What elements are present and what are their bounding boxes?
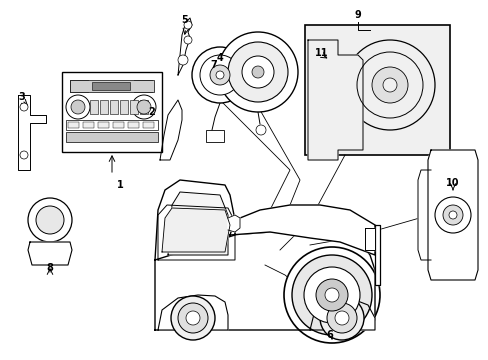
Polygon shape (168, 192, 227, 255)
Bar (68, 122, 79, 128)
Polygon shape (162, 208, 229, 252)
Polygon shape (28, 242, 72, 265)
Bar (98, 122, 109, 128)
Circle shape (291, 255, 371, 335)
Circle shape (36, 206, 64, 234)
Polygon shape (307, 40, 362, 160)
Text: 6: 6 (326, 330, 333, 340)
Bar (142, 122, 154, 128)
Circle shape (382, 78, 396, 92)
Bar (66, 120, 158, 130)
Circle shape (216, 71, 224, 79)
Polygon shape (158, 295, 227, 330)
Bar (305, 25, 449, 155)
Circle shape (66, 95, 90, 119)
Circle shape (345, 40, 434, 130)
Circle shape (227, 42, 287, 102)
Circle shape (218, 32, 297, 112)
Circle shape (242, 56, 273, 88)
Bar (70, 80, 88, 92)
Circle shape (183, 36, 192, 44)
Bar (110, 100, 118, 114)
Bar (140, 100, 148, 114)
Text: 5: 5 (181, 15, 188, 25)
Circle shape (200, 55, 240, 95)
Polygon shape (229, 205, 374, 255)
Text: 4: 4 (216, 53, 223, 63)
Circle shape (315, 279, 347, 311)
Circle shape (256, 125, 265, 135)
Bar (100, 100, 108, 114)
Bar (120, 100, 128, 114)
Circle shape (434, 197, 470, 233)
Polygon shape (374, 225, 379, 285)
Circle shape (28, 198, 72, 242)
Polygon shape (309, 298, 374, 330)
Circle shape (178, 303, 207, 333)
Circle shape (185, 311, 200, 325)
Circle shape (178, 55, 187, 65)
Bar (92, 82, 130, 90)
Text: 1: 1 (116, 180, 123, 190)
Text: 2: 2 (148, 107, 155, 117)
Circle shape (71, 100, 85, 114)
Text: 11: 11 (315, 48, 328, 58)
Circle shape (192, 47, 247, 103)
Polygon shape (155, 232, 374, 330)
Circle shape (132, 95, 156, 119)
Circle shape (442, 205, 462, 225)
Text: 10: 10 (446, 178, 459, 188)
Text: 9: 9 (354, 10, 361, 20)
Circle shape (137, 100, 151, 114)
Polygon shape (178, 18, 192, 75)
Circle shape (20, 151, 28, 159)
Circle shape (325, 288, 338, 302)
Bar (205, 130, 224, 142)
Circle shape (334, 311, 348, 325)
Bar (70, 80, 154, 92)
Bar (83, 122, 94, 128)
Circle shape (171, 296, 215, 340)
Polygon shape (364, 228, 374, 250)
Circle shape (20, 103, 28, 111)
Bar (90, 100, 98, 114)
Circle shape (448, 211, 456, 219)
Circle shape (209, 65, 229, 85)
Bar (128, 122, 139, 128)
Text: 3: 3 (19, 92, 25, 102)
Polygon shape (227, 215, 240, 232)
Bar (130, 100, 138, 114)
Bar (66, 132, 158, 142)
Circle shape (284, 247, 379, 343)
Polygon shape (155, 180, 235, 260)
Text: 7: 7 (210, 60, 217, 70)
Polygon shape (160, 100, 182, 160)
Circle shape (251, 66, 264, 78)
Polygon shape (18, 95, 46, 170)
Bar (134, 80, 152, 92)
Bar (113, 122, 124, 128)
Text: 8: 8 (46, 263, 53, 273)
Circle shape (183, 21, 192, 29)
Polygon shape (427, 150, 477, 280)
Bar (62, 72, 162, 152)
Circle shape (326, 303, 356, 333)
Circle shape (319, 296, 363, 340)
Polygon shape (417, 170, 430, 260)
Circle shape (371, 67, 407, 103)
Circle shape (356, 52, 422, 118)
Circle shape (304, 267, 359, 323)
